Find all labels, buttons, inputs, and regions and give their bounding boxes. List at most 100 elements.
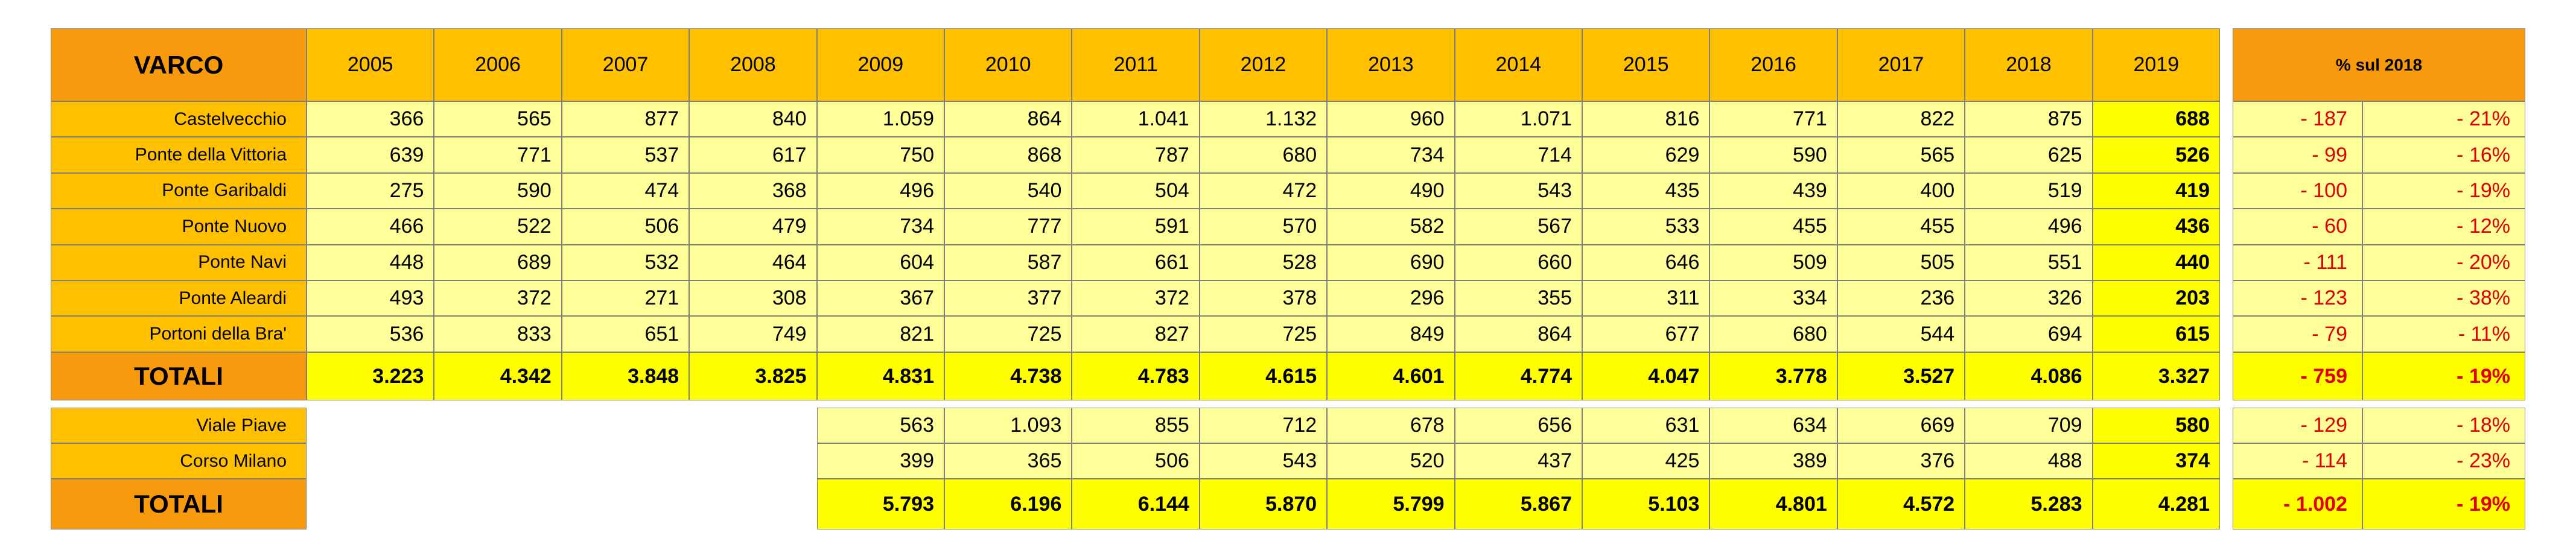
value-cell: 750	[816, 137, 944, 173]
total-value: 3.848	[561, 352, 690, 400]
value-cell: 631	[1582, 408, 1710, 443]
value-cell: 236	[1837, 280, 1965, 317]
value-cell: 1.071	[1454, 101, 1582, 137]
value-cell: 334	[1709, 280, 1837, 317]
value-cell: 488	[1965, 443, 2093, 479]
header-pct-2018: % sul 2018	[2233, 28, 2525, 101]
row-label: Ponte della Vittoria	[51, 137, 307, 173]
value-cell: 582	[1327, 209, 1455, 245]
row-label: Ponte Garibaldi	[51, 172, 307, 209]
total-pct: - 19%	[2362, 352, 2525, 400]
header-year-2019: 2019	[2092, 28, 2220, 101]
value-cell: 367	[816, 280, 944, 317]
value-cell: 680	[1709, 316, 1837, 352]
diff-cell: - 79	[2233, 316, 2362, 352]
value-cell: 960	[1327, 101, 1455, 137]
value-cell: 669	[1837, 408, 1965, 443]
value-2019: 526	[2092, 137, 2220, 173]
header-year-2011: 2011	[1072, 28, 1200, 101]
value-cell: 617	[689, 137, 817, 173]
header-year-2007: 2007	[561, 28, 690, 101]
value-cell: 448	[307, 244, 434, 280]
total-value: 5.867	[1454, 479, 1582, 529]
diff-cell: - 60	[2233, 209, 2362, 245]
value-cell: 490	[1327, 172, 1455, 209]
value-cell: 590	[434, 172, 562, 209]
pct-cell: - 20%	[2362, 244, 2525, 280]
total-diff: - 1.002	[2233, 479, 2362, 529]
value-cell: 565	[434, 101, 562, 137]
value-cell: 543	[1454, 172, 1582, 209]
value-cell: 678	[1327, 408, 1455, 443]
value-cell: 651	[561, 316, 690, 352]
value-cell: 816	[1582, 101, 1710, 137]
total-value: 4.774	[1454, 352, 1582, 400]
value-cell: 821	[816, 316, 944, 352]
value-cell: 368	[689, 172, 817, 209]
value-cell: 827	[1072, 316, 1200, 352]
diff-cell: - 114	[2233, 443, 2362, 479]
diff-cell: - 187	[2233, 101, 2362, 137]
total-value: 6.144	[1072, 479, 1200, 529]
total-value: 4.615	[1199, 352, 1328, 400]
value-cell: 656	[1454, 408, 1582, 443]
value-cell: 389	[1709, 443, 1837, 479]
pct-cell: - 38%	[2362, 280, 2525, 317]
value-cell: 840	[689, 101, 817, 137]
header-year-2005: 2005	[307, 28, 434, 101]
pct-cell: - 11%	[2362, 316, 2525, 352]
value-cell: 661	[1072, 244, 1200, 280]
value-2019: 419	[2092, 172, 2220, 209]
value-cell: 855	[1072, 408, 1200, 443]
value-2019: 203	[2092, 280, 2220, 317]
row-label: Castelvecchio	[51, 101, 307, 137]
value-cell: 326	[1965, 280, 2093, 317]
value-cell: 496	[816, 172, 944, 209]
value-cell: 425	[1582, 443, 1710, 479]
value-cell: 464	[689, 244, 817, 280]
row-label: Viale Piave	[51, 408, 307, 443]
value-cell: 439	[1709, 172, 1837, 209]
value-cell: 505	[1837, 244, 1965, 280]
value-cell: 519	[1965, 172, 2093, 209]
value-cell: 864	[944, 101, 1072, 137]
value-cell: 355	[1454, 280, 1582, 317]
totals-label: TOTALI	[51, 479, 307, 529]
value-cell: 544	[1837, 316, 1965, 352]
value-cell: 378	[1199, 280, 1328, 317]
value-cell: 493	[307, 280, 434, 317]
value-cell: 590	[1709, 137, 1837, 173]
header-year-2013: 2013	[1327, 28, 1455, 101]
value-cell: 833	[434, 316, 562, 352]
value-cell: 849	[1327, 316, 1455, 352]
total-value: 5.799	[1327, 479, 1455, 529]
total-value: 3.778	[1709, 352, 1837, 400]
total-value: 4.281	[2092, 479, 2220, 529]
total-value: 3.825	[689, 352, 817, 400]
value-cell: 587	[944, 244, 1072, 280]
value-cell: 734	[1327, 137, 1455, 173]
value-cell: 496	[1965, 209, 2093, 245]
value-cell: 435	[1582, 172, 1710, 209]
value-cell: 709	[1965, 408, 2093, 443]
value-cell: 399	[816, 443, 944, 479]
value-cell: 271	[561, 280, 690, 317]
value-cell: 690	[1327, 244, 1455, 280]
total-value: 4.047	[1582, 352, 1710, 400]
row-label: Ponte Nuovo	[51, 209, 307, 245]
total-value: 4.601	[1327, 352, 1455, 400]
header-year-2012: 2012	[1199, 28, 1328, 101]
value-cell: 537	[561, 137, 690, 173]
value-cell: 506	[561, 209, 690, 245]
header-year-2014: 2014	[1454, 28, 1582, 101]
pct-cell: - 16%	[2362, 137, 2525, 173]
value-2019: 374	[2092, 443, 2220, 479]
total-pct: - 19%	[2362, 479, 2525, 529]
value-cell: 591	[1072, 209, 1200, 245]
value-2019: 580	[2092, 408, 2220, 443]
value-cell: 714	[1454, 137, 1582, 173]
diff-cell: - 123	[2233, 280, 2362, 317]
value-2019: 440	[2092, 244, 2220, 280]
value-cell: 712	[1199, 408, 1328, 443]
value-cell: 532	[561, 244, 690, 280]
